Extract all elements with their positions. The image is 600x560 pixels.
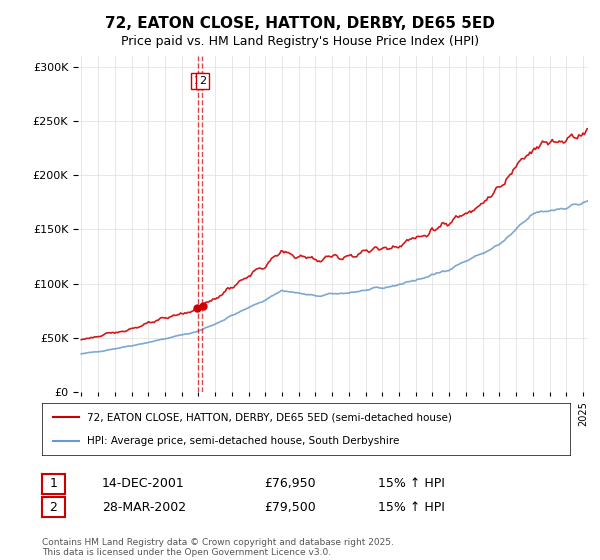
Text: 2: 2	[199, 76, 206, 86]
Text: 14-DEC-2001: 14-DEC-2001	[102, 477, 185, 491]
Text: 28-MAR-2002: 28-MAR-2002	[102, 501, 186, 514]
Text: 72, EATON CLOSE, HATTON, DERBY, DE65 5ED: 72, EATON CLOSE, HATTON, DERBY, DE65 5ED	[105, 16, 495, 31]
Text: Contains HM Land Registry data © Crown copyright and database right 2025.
This d: Contains HM Land Registry data © Crown c…	[42, 538, 394, 557]
Text: 72, EATON CLOSE, HATTON, DERBY, DE65 5ED (semi-detached house): 72, EATON CLOSE, HATTON, DERBY, DE65 5ED…	[87, 412, 452, 422]
Text: £79,500: £79,500	[264, 501, 316, 514]
Text: 15% ↑ HPI: 15% ↑ HPI	[378, 477, 445, 491]
Text: 15% ↑ HPI: 15% ↑ HPI	[378, 501, 445, 514]
Text: £76,950: £76,950	[264, 477, 316, 491]
Text: 1: 1	[194, 76, 201, 86]
Text: Price paid vs. HM Land Registry's House Price Index (HPI): Price paid vs. HM Land Registry's House …	[121, 35, 479, 48]
Text: 2: 2	[49, 501, 58, 514]
Text: 1: 1	[49, 477, 58, 491]
Text: HPI: Average price, semi-detached house, South Derbyshire: HPI: Average price, semi-detached house,…	[87, 436, 399, 446]
